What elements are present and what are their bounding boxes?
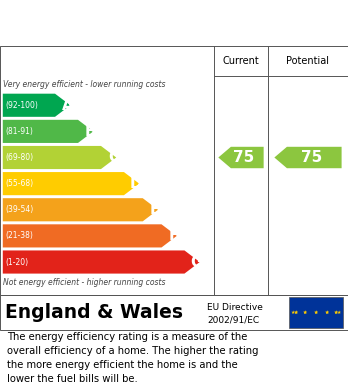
Polygon shape <box>274 147 342 168</box>
Text: ★: ★ <box>336 310 341 315</box>
Text: ★: ★ <box>302 310 307 315</box>
Text: C: C <box>108 150 119 165</box>
Polygon shape <box>3 224 177 248</box>
Polygon shape <box>3 94 70 117</box>
Text: ★: ★ <box>333 310 338 315</box>
Text: F: F <box>169 228 179 243</box>
Text: ★: ★ <box>314 310 318 315</box>
Polygon shape <box>3 198 158 221</box>
Text: Potential: Potential <box>286 56 330 66</box>
Text: (39-54): (39-54) <box>6 205 34 214</box>
Polygon shape <box>3 120 93 143</box>
Text: (81-91): (81-91) <box>6 127 33 136</box>
Text: Current: Current <box>223 56 259 66</box>
Text: The energy efficiency rating is a measure of the
overall efficiency of a home. T: The energy efficiency rating is a measur… <box>7 332 259 384</box>
Text: (69-80): (69-80) <box>6 153 34 162</box>
Text: B: B <box>85 124 96 139</box>
Text: 75: 75 <box>232 150 254 165</box>
Text: ★: ★ <box>325 310 329 315</box>
Text: (21-38): (21-38) <box>6 231 33 240</box>
Text: D: D <box>130 176 143 191</box>
Text: Not energy efficient - higher running costs: Not energy efficient - higher running co… <box>3 278 165 287</box>
Polygon shape <box>3 146 116 169</box>
Polygon shape <box>3 251 200 274</box>
Text: 75: 75 <box>301 150 322 165</box>
Bar <box>289 297 343 328</box>
Text: 2002/91/EC: 2002/91/EC <box>207 316 259 325</box>
Text: England & Wales: England & Wales <box>5 303 183 322</box>
Text: ★: ★ <box>333 310 338 315</box>
Text: ★: ★ <box>314 310 318 315</box>
Text: ★: ★ <box>325 310 329 315</box>
Text: Very energy efficient - lower running costs: Very energy efficient - lower running co… <box>3 80 165 89</box>
Polygon shape <box>218 147 264 168</box>
Text: ★: ★ <box>294 310 298 315</box>
Text: E: E <box>150 202 160 217</box>
Text: A: A <box>62 98 73 113</box>
Text: G: G <box>191 255 203 269</box>
Text: ★: ★ <box>294 310 298 315</box>
Text: (92-100): (92-100) <box>6 101 38 110</box>
Text: (55-68): (55-68) <box>6 179 34 188</box>
Text: EU Directive: EU Directive <box>207 303 263 312</box>
Polygon shape <box>3 172 139 195</box>
Text: Energy Efficiency Rating: Energy Efficiency Rating <box>5 14 234 32</box>
Text: (1-20): (1-20) <box>6 258 29 267</box>
Text: ★: ★ <box>291 310 295 315</box>
Text: ★: ★ <box>302 310 307 315</box>
